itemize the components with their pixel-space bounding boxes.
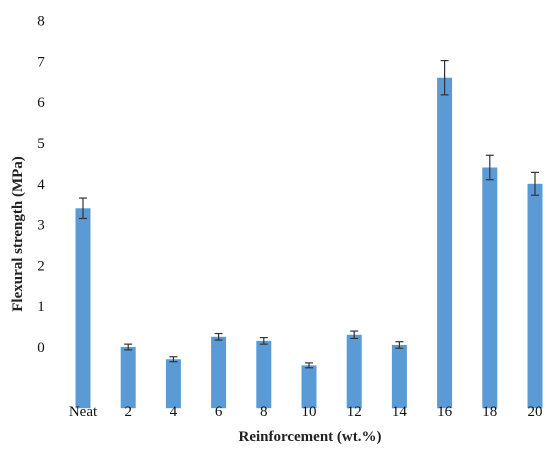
- bar: [346, 334, 362, 409]
- error-bar: [169, 356, 178, 363]
- bar: [527, 183, 543, 409]
- y-tick-label: 6: [37, 95, 45, 111]
- y-tick-label: 3: [37, 218, 45, 234]
- bar: [437, 77, 453, 409]
- bar: [482, 167, 498, 409]
- x-tick-label: 6: [215, 404, 223, 420]
- x-tick-label: 4: [170, 404, 178, 420]
- bar: [120, 347, 136, 409]
- y-tick-label: 1: [37, 299, 45, 315]
- error-bar: [350, 330, 359, 340]
- bar: [391, 344, 407, 409]
- y-tick-label: 0: [37, 340, 45, 356]
- x-tick-label: 14: [392, 404, 408, 420]
- x-tick-label: 12: [347, 404, 362, 420]
- x-tick-label: 10: [302, 404, 317, 420]
- error-bar: [305, 362, 313, 369]
- x-tick-label: 8: [260, 404, 268, 420]
- error-bar: [531, 171, 539, 196]
- x-tick-label: 20: [528, 404, 543, 420]
- error-bar: [259, 337, 268, 345]
- error-bar: [124, 343, 133, 351]
- bar: [256, 340, 272, 409]
- error-bar: [440, 59, 449, 96]
- bar: [165, 359, 181, 409]
- y-tick-label: 7: [37, 54, 45, 70]
- error-bar: [395, 341, 404, 349]
- error-bar: [79, 197, 87, 220]
- error-bar: [214, 332, 223, 341]
- y-tick-labels: 0 1 2 3 4 5 6 7 8: [37, 14, 45, 356]
- y-tick-label: 8: [37, 14, 45, 30]
- x-axis-title: Reinforcement (wt.%): [238, 429, 381, 445]
- y-tick-label: 2: [37, 258, 45, 274]
- x-tick-labels: Neat 2 4 6 8 10 12 14 16 18 20: [69, 404, 543, 420]
- x-tick-label: 18: [482, 404, 497, 420]
- error-bar: [485, 154, 494, 181]
- x-tick-label: 2: [124, 404, 132, 420]
- x-tick-label: Neat: [69, 404, 98, 420]
- y-tick-label: 5: [37, 136, 45, 152]
- bar: [75, 208, 91, 409]
- bar: [301, 365, 317, 409]
- y-tick-label: 4: [37, 177, 45, 193]
- error-bars: [79, 59, 539, 369]
- bar: [211, 336, 227, 409]
- x-tick-label: 16: [437, 404, 453, 420]
- bars: [75, 77, 543, 409]
- y-axis-title: Flexural strength (MPa): [10, 156, 26, 312]
